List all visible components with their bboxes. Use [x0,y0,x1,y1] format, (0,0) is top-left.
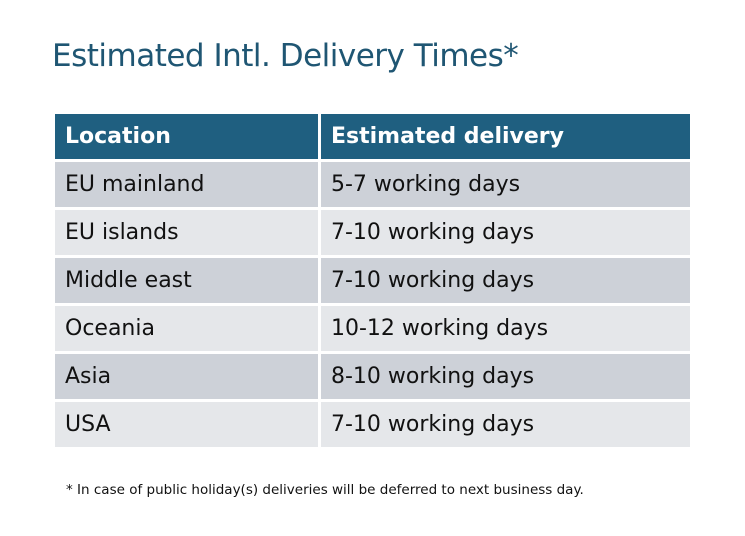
page-title: Estimated Intl. Delivery Times* [52,38,519,74]
location-cell: EU mainland [55,162,318,207]
delivery-cell: 5-7 working days [321,162,690,207]
location-cell: EU islands [55,210,318,255]
table-row: EU mainland 5-7 working days [55,162,690,207]
table-row: EU islands 7-10 working days [55,210,690,255]
delivery-cell: 7-10 working days [321,258,690,303]
delivery-cell: 10-12 working days [321,306,690,351]
header-estimated-delivery: Estimated delivery [321,114,690,159]
delivery-cell: 8-10 working days [321,354,690,399]
delivery-cell: 7-10 working days [321,210,690,255]
table-row: Asia 8-10 working days [55,354,690,399]
location-cell: Oceania [55,306,318,351]
delivery-cell: 7-10 working days [321,402,690,447]
table-row: Oceania 10-12 working days [55,306,690,351]
header-location: Location [55,114,318,159]
table-row: Middle east 7-10 working days [55,258,690,303]
footnote: * In case of public holiday(s) deliverie… [66,482,584,498]
location-cell: USA [55,402,318,447]
location-cell: Asia [55,354,318,399]
table-header-row: Location Estimated delivery [55,114,690,159]
table-row: USA 7-10 working days [55,402,690,447]
delivery-times-table: Location Estimated delivery EU mainland … [52,111,693,450]
location-cell: Middle east [55,258,318,303]
